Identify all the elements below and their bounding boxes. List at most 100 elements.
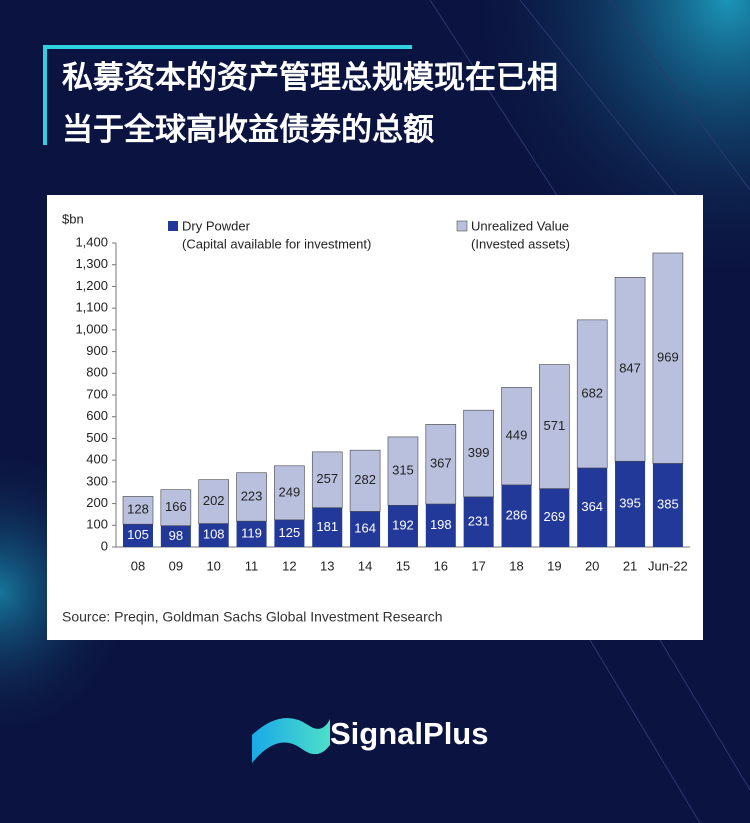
bar-segment bbox=[236, 472, 267, 522]
y-tick-label: 400 bbox=[86, 452, 108, 467]
y-tick-label: 0 bbox=[101, 538, 108, 553]
bar-segment bbox=[501, 387, 532, 486]
bar-segment bbox=[577, 467, 608, 547]
bar-segment bbox=[425, 504, 456, 547]
legend-description: (Capital available for investment) bbox=[182, 236, 371, 251]
legend-swatch bbox=[168, 221, 178, 231]
bar-segment bbox=[198, 479, 229, 524]
legend-label: Dry Powder bbox=[182, 218, 251, 233]
bar-segment bbox=[312, 507, 343, 547]
bar-segment bbox=[539, 364, 570, 489]
x-tick-label: 08 bbox=[131, 558, 145, 573]
x-tick-label: Jun-22 bbox=[648, 558, 688, 573]
x-tick-label: 20 bbox=[585, 558, 599, 573]
bar-segment bbox=[615, 461, 646, 547]
data-label: 395 bbox=[619, 496, 641, 511]
y-tick-label: 1,000 bbox=[75, 321, 108, 336]
brand: SignalPlus bbox=[330, 716, 488, 751]
data-label: 257 bbox=[316, 471, 338, 486]
y-tick-label: 1,100 bbox=[75, 300, 108, 315]
x-tick-label: 16 bbox=[434, 558, 448, 573]
y-tick-label: 500 bbox=[86, 430, 108, 445]
data-label: 249 bbox=[279, 484, 301, 499]
data-label: 108 bbox=[203, 527, 225, 542]
data-label: 282 bbox=[354, 472, 376, 487]
bar-segment bbox=[122, 496, 154, 525]
y-tick-label: 1,300 bbox=[75, 256, 108, 271]
data-label: 969 bbox=[657, 350, 679, 365]
bar-segment bbox=[311, 451, 343, 508]
bar-segment bbox=[652, 463, 683, 547]
legend-label: Unrealized Value bbox=[471, 218, 569, 233]
data-label: 181 bbox=[316, 519, 338, 534]
y-unit: $bn bbox=[62, 211, 84, 226]
y-tick-label: 1,400 bbox=[75, 234, 108, 249]
data-label: 367 bbox=[430, 456, 452, 471]
bar-segment bbox=[274, 465, 305, 521]
x-tick-label: 21 bbox=[623, 558, 637, 573]
x-tick-label: 09 bbox=[169, 558, 183, 573]
title-frame bbox=[43, 45, 412, 145]
bar-segment bbox=[387, 505, 418, 547]
x-tick-label: 10 bbox=[206, 558, 220, 573]
chart: $bn Source: Preqin, Goldman Sachs Global… bbox=[62, 211, 690, 625]
data-label: 269 bbox=[543, 509, 565, 524]
y-tick-label: 1,200 bbox=[75, 278, 108, 293]
x-tick-label: 12 bbox=[282, 558, 296, 573]
bar-segment bbox=[160, 525, 191, 547]
bar-segment bbox=[236, 521, 267, 547]
bar-segment bbox=[652, 252, 684, 464]
x-tick-label: 11 bbox=[245, 558, 259, 573]
data-label: 449 bbox=[506, 428, 528, 443]
data-label: 105 bbox=[127, 527, 149, 542]
bar-segment bbox=[501, 484, 532, 547]
data-label: 198 bbox=[430, 517, 452, 532]
bar-segment bbox=[274, 519, 305, 547]
data-label: 202 bbox=[203, 493, 225, 508]
bar-segment bbox=[387, 436, 419, 506]
bar-segment bbox=[160, 489, 192, 527]
y-tick-label: 800 bbox=[86, 365, 108, 380]
x-tick-label: 15 bbox=[396, 558, 410, 573]
data-label: 364 bbox=[581, 499, 603, 514]
bar-segment bbox=[349, 449, 381, 512]
data-label: 98 bbox=[169, 528, 183, 543]
data-label: 231 bbox=[468, 513, 490, 528]
bar-segment bbox=[614, 277, 646, 462]
data-label: 128 bbox=[127, 502, 149, 517]
y-tick-label: 600 bbox=[86, 408, 108, 423]
y-tick-label: 300 bbox=[86, 473, 108, 488]
bar-segment bbox=[425, 424, 457, 505]
data-label: 164 bbox=[354, 521, 376, 536]
bar-segment bbox=[123, 524, 153, 547]
title: 当于全球高收益债券的总额 bbox=[62, 112, 434, 147]
source: Source: Preqin, Goldman Sachs Global Inv… bbox=[62, 609, 443, 625]
x-tick-label: 19 bbox=[547, 558, 561, 573]
decor-lines bbox=[429, 0, 750, 823]
data-label: 571 bbox=[543, 418, 565, 433]
bar-segment bbox=[198, 523, 229, 547]
x-tick-label: 18 bbox=[509, 558, 523, 573]
x-tick-label: 13 bbox=[320, 558, 334, 573]
bar-segment bbox=[463, 496, 494, 547]
bar-segment bbox=[539, 488, 570, 547]
data-label: 223 bbox=[241, 488, 263, 503]
data-label: 192 bbox=[392, 518, 414, 533]
data-label: 119 bbox=[241, 526, 262, 541]
legend-description: (Invested assets) bbox=[471, 236, 570, 251]
y-tick-label: 200 bbox=[86, 495, 108, 510]
y-tick-label: 100 bbox=[86, 517, 108, 532]
data-label: 315 bbox=[392, 463, 414, 478]
data-label: 125 bbox=[279, 525, 301, 540]
data-label: 286 bbox=[506, 507, 528, 522]
data-label: 399 bbox=[468, 445, 490, 460]
title: 私募资本的资产管理总规模现在已相 bbox=[62, 60, 558, 95]
data-label: 166 bbox=[165, 499, 187, 514]
data-label: 682 bbox=[581, 385, 603, 400]
logo-icon bbox=[252, 717, 330, 763]
x-tick-label: 14 bbox=[358, 558, 372, 573]
bar-segment bbox=[576, 319, 608, 469]
x-tick-label: 17 bbox=[471, 558, 485, 573]
y-tick-label: 700 bbox=[86, 386, 108, 401]
